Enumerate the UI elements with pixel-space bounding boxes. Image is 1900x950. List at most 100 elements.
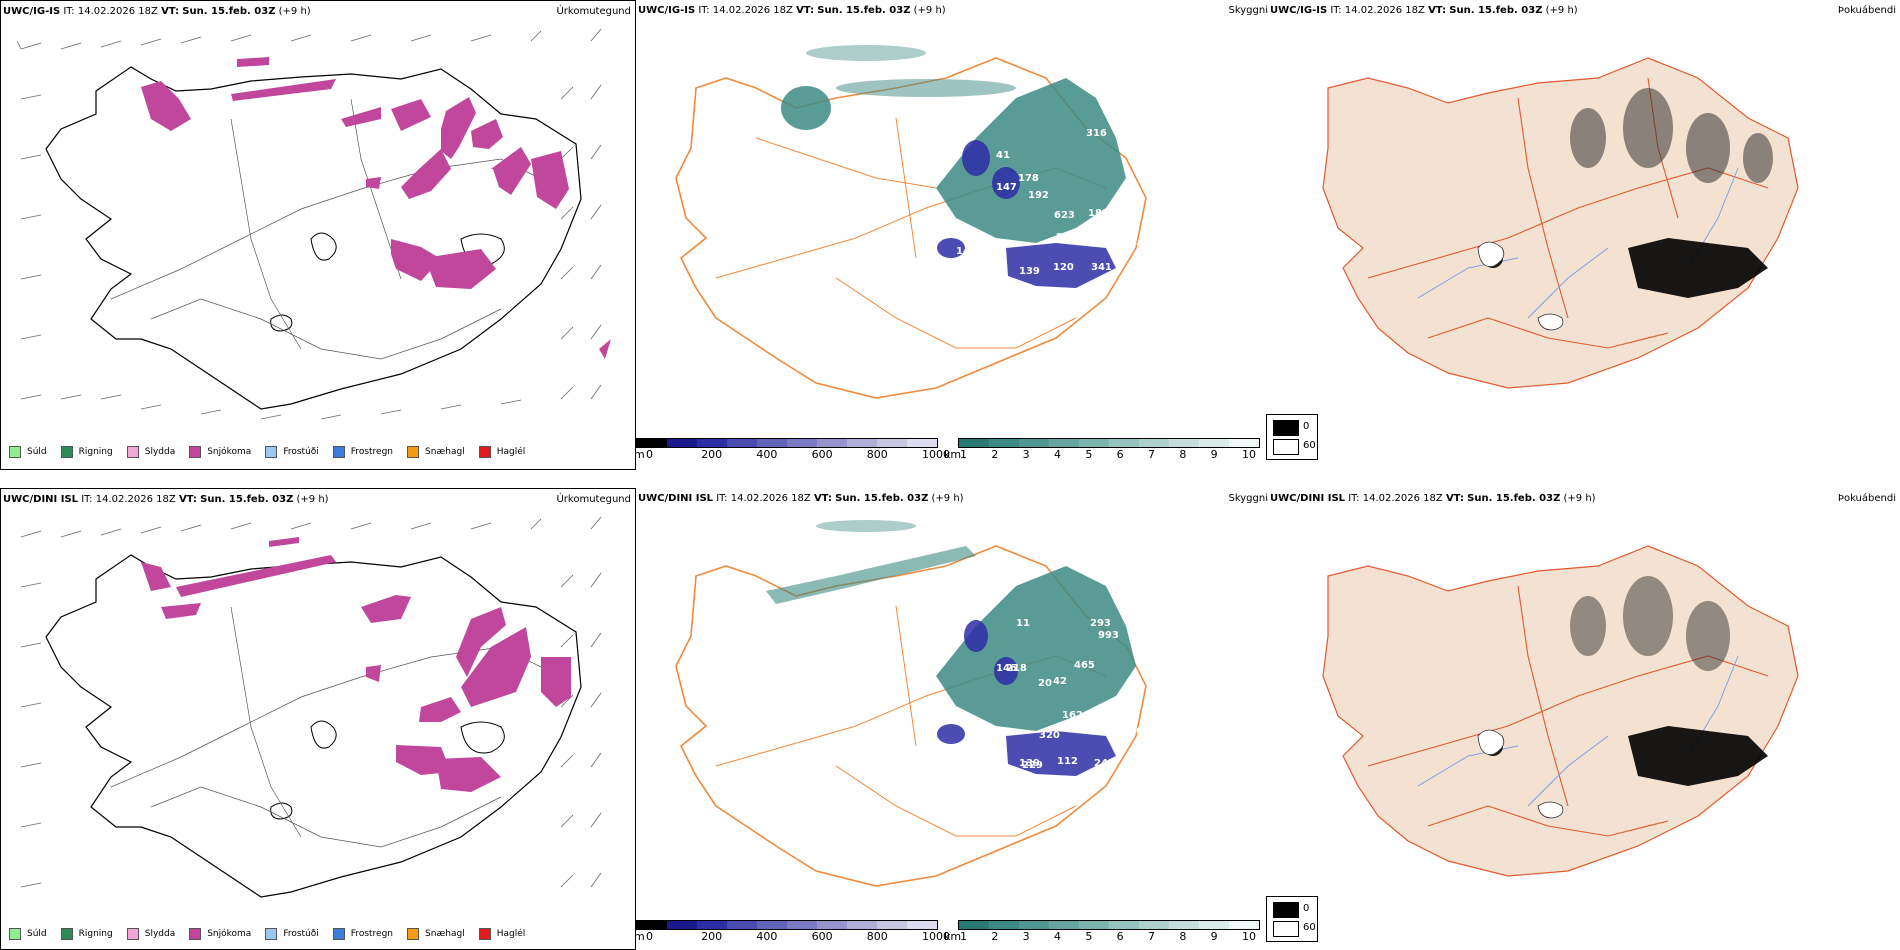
colorbar-swatch — [1139, 439, 1169, 447]
fog-title: Þokuábendi — [1837, 493, 1896, 504]
colorbar-tick-label: 1 — [960, 448, 967, 461]
precip-legend-item: Slydda — [126, 928, 175, 940]
colorbar-tick-label: 7 — [1148, 930, 1155, 943]
colorbar-swatch — [637, 921, 667, 929]
visibility-colorbar-bottom: km 1 2 3 4 5 6 7 8 9 10 — [944, 920, 1264, 950]
fog-legend-min-swatch — [1273, 439, 1299, 455]
cloud-title: Skyggni — [1228, 5, 1268, 16]
colorbar-swatch — [1019, 921, 1049, 929]
colorbar-swatch — [1109, 921, 1139, 929]
precip-legend-item: Frostregn — [332, 446, 393, 458]
cloudbase-label: 316 — [1086, 128, 1107, 139]
precip-legend-item: Súld — [9, 446, 47, 458]
precip-legend-label: Súld — [27, 447, 47, 457]
cloudbase-colorbar-bottom: m 0 200 400 600 800 1000 — [634, 920, 950, 950]
colorbar-tick-label: 0 — [646, 930, 653, 943]
cloudbase-label: 233 — [936, 744, 957, 755]
fog-header-top: UWC/IG-IS IT: 14.02.2026 18Z VT: Sun. 15… — [1270, 5, 1896, 16]
fog-map-bottom — [1322, 545, 1799, 877]
visibility-colorbar-swatches-top — [958, 438, 1260, 448]
precip-legend-label: Snæhagl — [425, 447, 465, 457]
colorbar-swatch — [637, 439, 667, 447]
precip-legend-swatch — [478, 446, 491, 458]
fog-legend-max-swatch — [1273, 420, 1299, 436]
precip-legend-top: Súld Rigning Slydda Snjókoma Frostúði Frostre… — [1, 441, 531, 463]
colorbar-swatch — [1199, 921, 1229, 929]
precip-legend-label: Snjókoma — [207, 447, 252, 457]
colorbar-swatch — [817, 921, 847, 929]
cloudbase-label: 204 — [1136, 242, 1157, 253]
colorbar-swatch — [667, 921, 697, 929]
colorbar-swatch — [1199, 439, 1229, 447]
colorbar-swatch — [787, 921, 817, 929]
cloudbase-label: 341 — [1091, 262, 1112, 273]
precip-legend-item: Frostúði — [265, 446, 319, 458]
cloudbase-label: 11 — [1016, 618, 1030, 629]
precip-title: Úrkomutegund — [556, 494, 631, 505]
precip-legend-label: Rigning — [78, 929, 113, 939]
colorbar-swatch — [959, 921, 989, 929]
colorbar-swatch — [697, 439, 727, 447]
iceland-outline — [45, 66, 582, 410]
colorbar-swatch — [817, 439, 847, 447]
cloudbase-label: 112 — [1057, 756, 1078, 767]
cloudbase-colorbar-top: m 0 200 400 600 800 1000 — [634, 438, 950, 468]
colorbar-swatch — [1019, 439, 1049, 447]
cloudbase-label: 178 — [1018, 173, 1039, 184]
cloudbase-label: 15 — [984, 242, 998, 253]
cloudbase-label: 993 — [1098, 630, 1119, 641]
precip-legend-swatch — [332, 446, 345, 458]
precip-panel-bottom: UWC/DINI ISL IT: 14.02.2026 18Z VT: Sun.… — [0, 488, 636, 950]
precip-legend-label: Frostúði — [283, 447, 319, 457]
colorbar-tick-label: 10 — [1242, 930, 1256, 943]
colorbar-tick-label: 200 — [701, 448, 723, 461]
fog-legend-min-swatch — [1273, 921, 1299, 937]
precip-header-bottom: UWC/DINI ISL IT: 14.02.2026 18Z VT: Sun.… — [3, 494, 631, 505]
colorbar-tick-label: 5 — [1085, 448, 1093, 461]
colorbar-tick-label: 4 — [1054, 930, 1061, 943]
colorbar-tick-label: 4 — [1054, 448, 1061, 461]
precip-legend-item: Snjókoma — [189, 928, 251, 940]
cloudbase-label: 218 — [1006, 663, 1027, 674]
colorbar-swatch — [959, 439, 989, 447]
colorbar-tick-label: 400 — [756, 930, 778, 943]
cloudbase-label: 139 — [1019, 266, 1040, 277]
colorbar-tick-label: 3 — [1022, 930, 1030, 943]
colorbar-swatch — [787, 439, 817, 447]
colorbar-tick-label: 400 — [756, 448, 778, 461]
colorbar-tick-label: 8 — [1179, 930, 1187, 943]
cloudbase-label: 623 — [1054, 210, 1075, 221]
precip-legend-swatch — [60, 446, 73, 458]
colorbar-swatch — [1229, 921, 1259, 929]
cloudbase-label: 146 — [996, 663, 1017, 674]
cloudbase-label: 355 — [1150, 696, 1171, 707]
precip-legend-swatch — [265, 928, 278, 940]
cloudbase-label: 577 — [1056, 292, 1077, 303]
colorbar-tick-label: 1000 — [922, 930, 950, 943]
fog-map-top — [1322, 57, 1799, 389]
cloudbase-label: 176 — [1122, 726, 1143, 737]
colorbar-tick-label: 2 — [991, 930, 999, 943]
cloudbase-colorbar-swatches-bottom — [636, 920, 938, 930]
precip-legend-label: Frostúði — [283, 929, 319, 939]
cloudbase-label: 243 — [1094, 758, 1115, 769]
snow-areas — [141, 57, 611, 359]
colorbar-swatch — [1049, 921, 1079, 929]
precip-panel-top: UWC/IG-IS IT: 14.02.2026 18Z VT: Sun. 15… — [0, 0, 636, 470]
fog-title: Þokuábendi — [1837, 5, 1896, 16]
colorbar-swatch — [1169, 921, 1199, 929]
precip-legend-label: Haglél — [496, 929, 526, 939]
precip-legend-swatch — [189, 928, 202, 940]
colorbar-swatch — [1169, 439, 1199, 447]
precip-legend-swatch — [126, 928, 139, 940]
colorbar-tick-label: 6 — [1116, 448, 1124, 461]
precip-legend-item: Haglél — [478, 446, 525, 458]
precip-legend-swatch — [9, 446, 21, 458]
colorbar-tick-label: 2 — [991, 448, 999, 461]
precip-map-bottom — [20, 516, 602, 898]
cloud-header-bottom: UWC/DINI ISL IT: 14.02.2026 18Z VT: Sun.… — [638, 493, 1268, 504]
precip-legend-item: Frostúði — [265, 928, 319, 940]
colorbar-swatch — [1079, 921, 1109, 929]
precip-legend-item: Snæhagl — [407, 446, 465, 458]
